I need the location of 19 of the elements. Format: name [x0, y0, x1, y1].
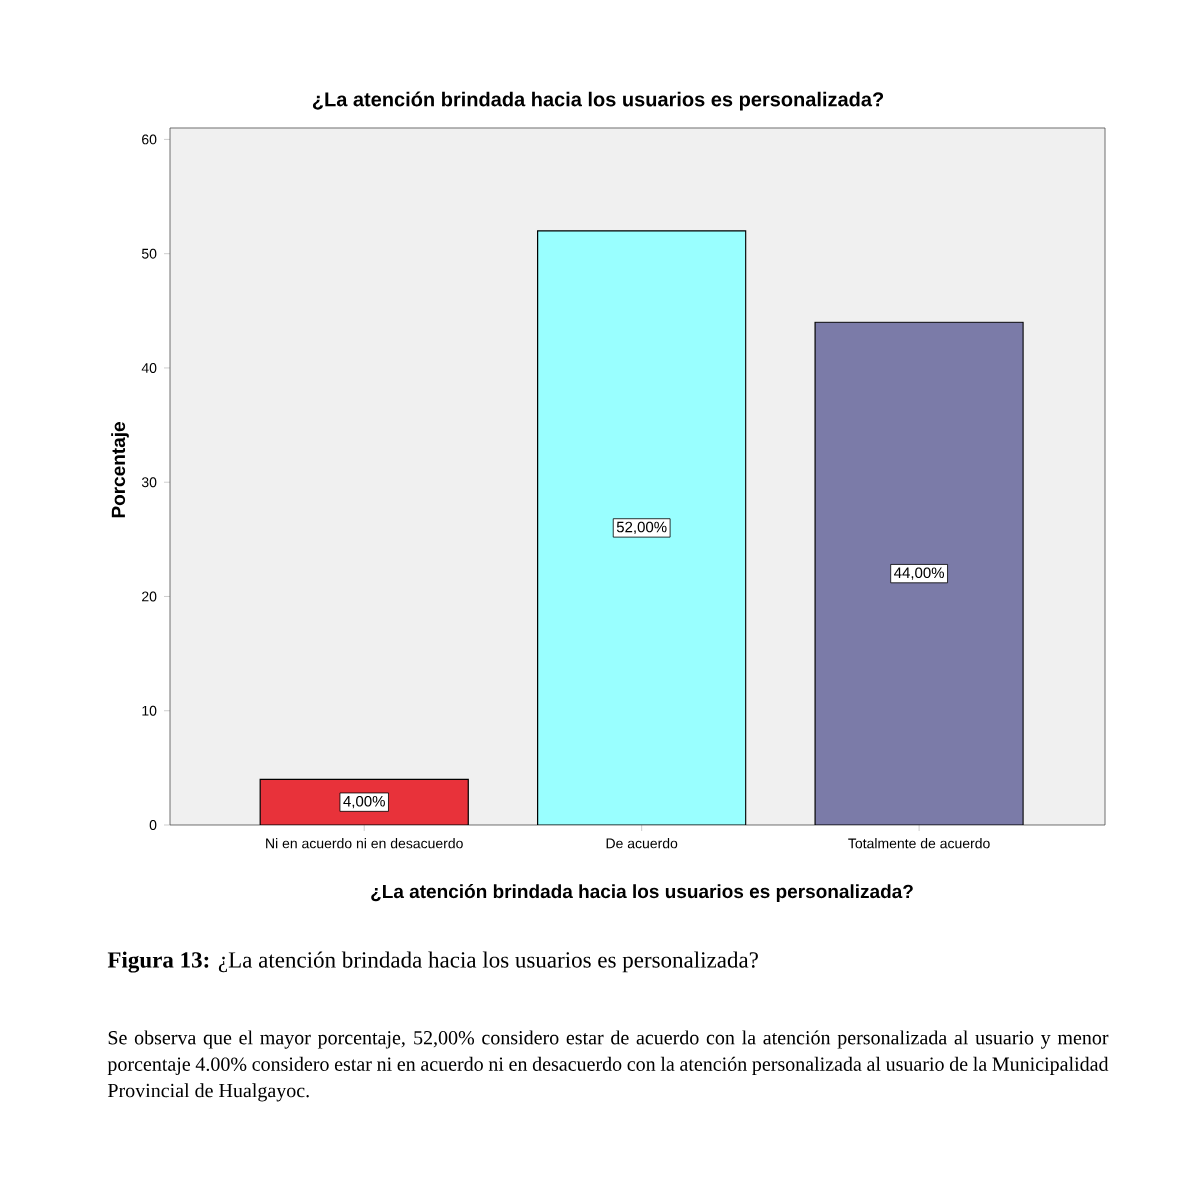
y-tick-label: 50	[141, 248, 157, 259]
x-tick-label: De acuerdo	[606, 838, 678, 849]
y-axis-title: Porcentaje	[111, 422, 129, 518]
x-tick-label: Totalmente de acuerdo	[848, 838, 990, 849]
y-tick-label: 20	[142, 591, 157, 602]
data-label: 4,00%	[343, 795, 385, 809]
x-axis-title: ¿La atención brindada hacia los usuarios es personalizada?	[371, 884, 913, 902]
y-tick-label: 60	[142, 134, 157, 145]
y-tick-label: 10	[142, 705, 157, 716]
y-tick-label: 0	[149, 820, 157, 830]
y-tick-label: 40	[141, 363, 157, 373]
data-label: 44,00%	[894, 567, 945, 580]
bar	[537, 230, 747, 825]
x-tick-label: Ni en acuerdo ni en desacuerdo	[266, 838, 463, 849]
chart-title: ¿La atención brindada hacia los usuarios es personalizada?	[312, 91, 884, 111]
text: Se observa que el mayor porcentaje, 52,00% considero estar de acuerdo con la atención personalizada al usuario y menor porcentaje 4.00% considero estar ni en acuerdo ni en desacuerdo con la atención personalizada al usuario de la Municipalidad Provincial de Hualgayoc.	[107, 1030, 1109, 1102]
data-label: 52,00%	[616, 521, 667, 535]
text: Figura 13: ¿La atención brindada hacia los usuarios es personalizada?	[107, 951, 758, 973]
y-tick-label: 30	[141, 477, 157, 488]
